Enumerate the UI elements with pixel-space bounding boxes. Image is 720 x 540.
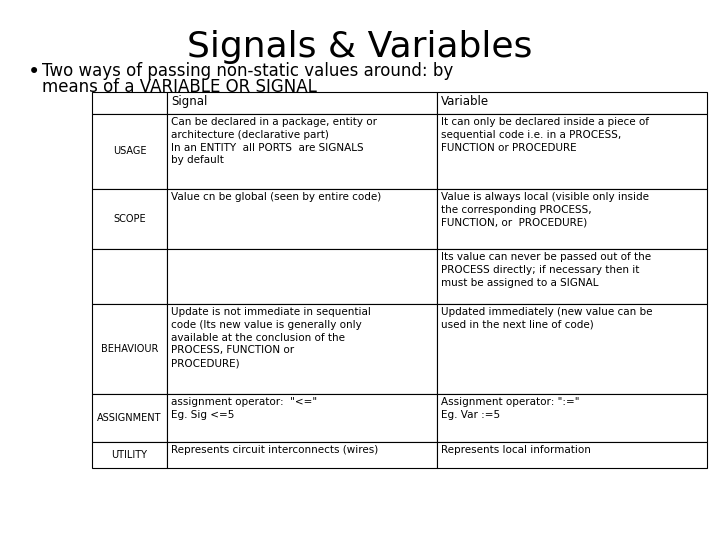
Bar xyxy=(437,189,707,249)
Text: assignment operator:  "<="
Eg. Sig <=5: assignment operator: "<=" Eg. Sig <=5 xyxy=(171,397,317,420)
Bar xyxy=(92,189,167,249)
Text: Two ways of passing non-static values around: by: Two ways of passing non-static values ar… xyxy=(42,62,454,80)
Bar xyxy=(92,304,167,394)
Bar xyxy=(167,92,437,114)
Bar xyxy=(92,249,167,304)
Bar xyxy=(167,304,437,394)
Text: Variable: Variable xyxy=(441,95,489,108)
Text: •: • xyxy=(28,62,40,82)
Text: BEHAVIOUR: BEHAVIOUR xyxy=(101,344,158,354)
Text: Signals & Variables: Signals & Variables xyxy=(187,30,533,64)
Bar xyxy=(167,442,437,468)
Text: Assignment operator: ":="
Eg. Var :=5: Assignment operator: ":=" Eg. Var :=5 xyxy=(441,397,580,420)
Bar xyxy=(167,114,437,189)
Bar xyxy=(437,442,707,468)
Text: USAGE: USAGE xyxy=(113,146,146,157)
Text: Updated immediately (new value can be
used in the next line of code): Updated immediately (new value can be us… xyxy=(441,307,652,330)
Text: Its value can never be passed out of the
PROCESS directly; if necessary then it
: Its value can never be passed out of the… xyxy=(441,252,651,288)
Bar xyxy=(437,92,707,114)
Text: Update is not immediate in sequential
code (Its new value is generally only
avai: Update is not immediate in sequential co… xyxy=(171,307,371,368)
Bar xyxy=(92,394,167,442)
Bar xyxy=(167,249,437,304)
Bar xyxy=(167,394,437,442)
Bar xyxy=(437,114,707,189)
Bar xyxy=(437,304,707,394)
Text: Represents circuit interconnects (wires): Represents circuit interconnects (wires) xyxy=(171,445,378,455)
Bar xyxy=(437,394,707,442)
Bar xyxy=(167,189,437,249)
Text: Represents local information: Represents local information xyxy=(441,445,591,455)
Text: It can only be declared inside a piece of
sequential code i.e. in a PROCESS,
FUN: It can only be declared inside a piece o… xyxy=(441,117,649,153)
Bar xyxy=(92,92,167,114)
Text: SCOPE: SCOPE xyxy=(113,214,146,224)
Text: Can be declared in a package, entity or
architecture (declarative part)
In an EN: Can be declared in a package, entity or … xyxy=(171,117,377,165)
Text: Value cn be global (seen by entire code): Value cn be global (seen by entire code) xyxy=(171,192,382,202)
Text: means of a VARIABLE OR SIGNAL: means of a VARIABLE OR SIGNAL xyxy=(42,78,317,96)
Text: ASSIGNMENT: ASSIGNMENT xyxy=(97,413,162,423)
Text: Signal: Signal xyxy=(171,95,207,108)
Text: UTILITY: UTILITY xyxy=(112,450,148,460)
Bar xyxy=(92,442,167,468)
Bar xyxy=(92,114,167,189)
Bar xyxy=(437,249,707,304)
Text: Value is always local (visible only inside
the corresponding PROCESS,
FUNCTION, : Value is always local (visible only insi… xyxy=(441,192,649,227)
